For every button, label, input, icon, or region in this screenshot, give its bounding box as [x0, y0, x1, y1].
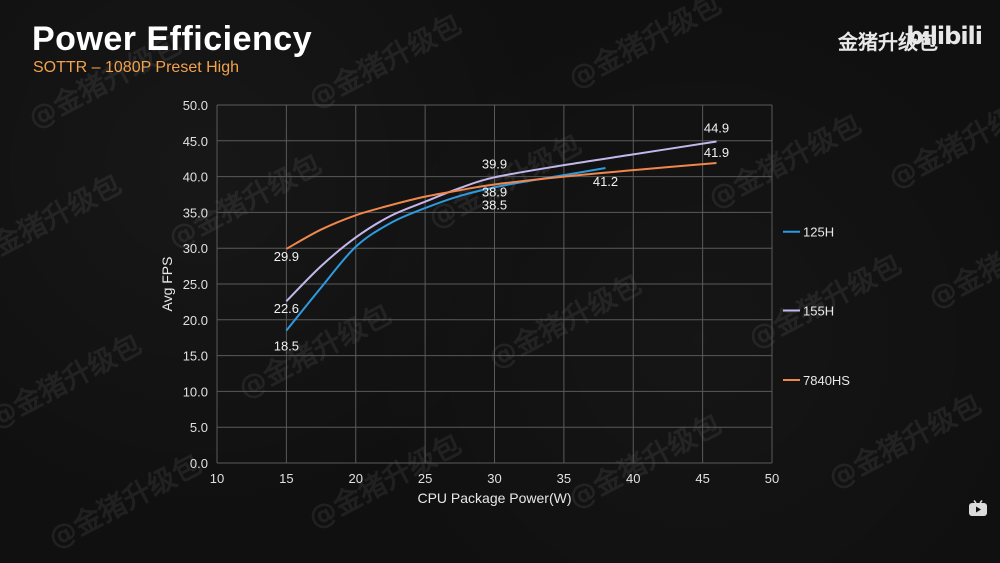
data-label: 44.9 [704, 121, 729, 136]
data-label: 38.9 [482, 184, 507, 199]
x-tick-label: 45 [695, 471, 709, 486]
data-label: 39.9 [482, 156, 507, 171]
y-tick-label: 10.0 [183, 384, 208, 399]
data-label: 18.5 [274, 339, 299, 354]
x-tick-label: 10 [210, 471, 224, 486]
y-tick-label: 35.0 [183, 205, 208, 220]
legend-label: 155H [803, 303, 834, 318]
y-tick-label: 45.0 [183, 134, 208, 149]
x-tick-label: 40 [626, 471, 640, 486]
x-axis-label: CPU Package Power(W) [417, 490, 571, 506]
chart-subtitle: SOTTR – 1080P Preset High [33, 59, 240, 76]
tv-icon [968, 500, 988, 523]
y-tick-label: 15.0 [183, 349, 208, 364]
y-tick-label: 5.0 [190, 420, 208, 435]
y-tick-label: 50.0 [183, 98, 208, 113]
data-label: 41.9 [704, 145, 729, 160]
series-line-7840hs [285, 161, 717, 250]
x-tick-label: 35 [557, 471, 571, 486]
x-tick-label: 30 [487, 471, 501, 486]
chart-title: Power Efficiency [32, 20, 313, 58]
x-tick-label: 25 [418, 471, 432, 486]
bilibili-logo: bilibili [906, 22, 983, 50]
brand-name: 金猪升级包 [838, 30, 938, 54]
x-tick-label: 50 [765, 471, 779, 486]
y-tick-label: 40.0 [183, 170, 208, 185]
y-tick-label: 0.0 [190, 456, 208, 471]
y-tick-label: 30.0 [183, 241, 208, 256]
legend-label: 125H [803, 225, 834, 240]
x-tick-label: 20 [349, 471, 363, 486]
data-label: 41.2 [593, 174, 618, 189]
y-axis-label: Avg FPS [159, 257, 175, 312]
y-tick-label: 25.0 [183, 277, 208, 292]
legend-label: 7840HS [803, 373, 850, 388]
x-tick-label: 15 [279, 471, 293, 486]
data-label: 29.9 [274, 249, 299, 264]
data-label: 38.5 [482, 197, 507, 212]
y-tick-label: 20.0 [183, 313, 208, 328]
data-label: 22.6 [274, 301, 299, 316]
